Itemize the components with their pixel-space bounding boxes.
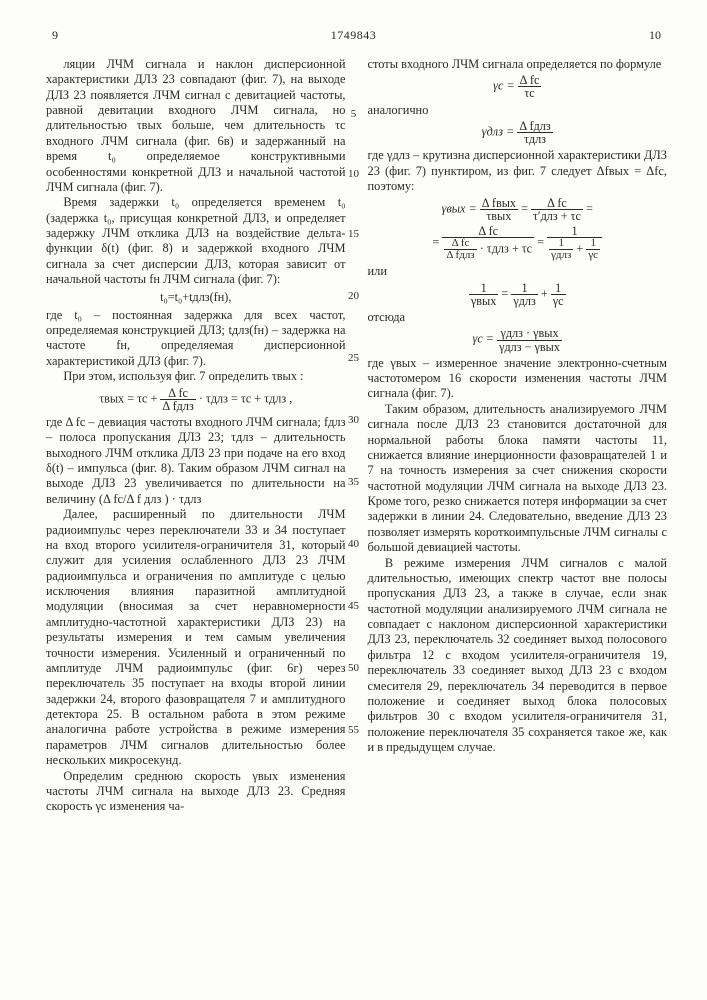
paragraph: ляции ЛЧМ сигнала и наклон дисперсионной…: [46, 57, 346, 195]
paragraph: При этом, используя фиг. 7 определить τв…: [46, 369, 346, 384]
numerator: Δ fс: [531, 197, 583, 210]
paragraph: где γдлз – крутизна дисперсионной характ…: [368, 148, 668, 194]
denominator: γдлз: [511, 295, 537, 307]
formula-tau-vyh: τвых = τс + Δ fс Δ fдлз · τдлз = τс + τд…: [46, 387, 346, 412]
formula-part: +: [576, 241, 583, 255]
formula-gamma-dlz: γдлз = Δ fдлз τдлз: [368, 120, 668, 145]
formula-part: · τдлз + τс: [480, 241, 532, 255]
paragraph: аналогично: [368, 103, 668, 118]
lineno: 5: [346, 108, 362, 122]
paragraph: стоты входного ЛЧМ сигнала определяется …: [368, 57, 668, 72]
fraction: Δ fдлз τдлз: [517, 120, 552, 145]
denominator: γс: [551, 295, 566, 307]
denominator: τдлз: [517, 133, 552, 145]
lineno: 15: [346, 228, 362, 242]
formula-part: =: [501, 286, 508, 300]
formula-part: γвых =: [442, 201, 477, 215]
lineno: 30: [346, 414, 362, 428]
paragraph: Время задержки t₀ определяется временем …: [46, 195, 346, 287]
fraction: Δ fс Δ fдлз: [444, 238, 476, 261]
denominator: Δ fдлз: [160, 400, 195, 412]
denominator: Δ fс Δ fдлз · τдлз + τс: [442, 238, 534, 261]
denominator: γс: [586, 250, 600, 261]
fraction: 1 γдлз: [511, 282, 537, 307]
formula-gamma-c: γс = Δ fс τс: [368, 74, 668, 99]
fraction: Δ fвых τвых: [480, 197, 518, 222]
lineno: 35: [346, 476, 362, 490]
paragraph: где γвых – измеренное значение электронн…: [368, 356, 668, 402]
formula-part: γдлз =: [482, 125, 514, 139]
left-column: ляции ЛЧМ сигнала и наклон дисперсионной…: [46, 57, 346, 815]
formula-part: γс =: [493, 79, 514, 93]
formula-reciprocal: 1 γвых = 1 γдлз + 1 γс: [368, 282, 668, 307]
denominator: γдлз − γвых: [497, 341, 562, 353]
document-number: 1749843: [58, 28, 649, 43]
paragraph: Таким образом, длительность анализируемо…: [368, 402, 668, 556]
paragraph: отсюда: [368, 310, 668, 325]
formula-gamma-vyh-line2: = Δ fс Δ fс Δ fдлз · τдлз + τс = 1: [368, 225, 668, 261]
fraction: Δ fс Δ fдлз: [160, 387, 195, 412]
fraction: 1 γдлз: [549, 238, 573, 261]
fraction: 1 1 γдлз + 1 γс: [547, 225, 602, 261]
lineno: 50: [346, 662, 362, 676]
denominator: τ′длз + τс: [531, 210, 583, 222]
lineno: 20: [346, 290, 362, 304]
formula-part: γс =: [473, 332, 494, 346]
fraction: 1 γс: [551, 282, 566, 307]
lineno: 40: [346, 538, 362, 552]
numerator: Δ fс: [160, 387, 195, 400]
paragraph: где t₀ – постоянная задержка для всех ча…: [46, 308, 346, 370]
denominator: 1 γдлз + 1 γс: [547, 238, 602, 261]
numerator: 1: [469, 282, 498, 295]
lineno: 45: [346, 600, 362, 614]
numerator: 1: [511, 282, 537, 295]
denominator: Δ fдлз: [444, 250, 476, 261]
page-number-right: 10: [649, 28, 661, 43]
formula-part: τвых = τс +: [99, 391, 157, 405]
lineno: 55: [346, 724, 362, 738]
numerator: Δ fвых: [480, 197, 518, 210]
fraction: Δ fс τс: [518, 74, 542, 99]
paragraph: Далее, расширенный по длительности ЛЧМ р…: [46, 507, 346, 768]
right-column: стоты входного ЛЧМ сигнала определяется …: [368, 57, 668, 815]
formula-part: +: [541, 286, 548, 300]
lineno: 10: [346, 168, 362, 182]
fraction: 1 γвых: [469, 282, 498, 307]
paragraph: где Δ fс – девиация частоты входного ЛЧМ…: [46, 415, 346, 507]
formula-part: · τдлз = τс + τдлз ,: [199, 391, 292, 405]
fraction: Δ fс Δ fс Δ fдлз · τдлз + τс: [442, 225, 534, 261]
formula-gamma-c-final: γс = γдлз · γвых γдлз − γвых: [368, 327, 668, 352]
denominator: τвых: [480, 210, 518, 222]
paragraph: или: [368, 264, 668, 279]
formula-t0: t₀=t₀+tдлз(fн),: [46, 290, 346, 305]
fraction: Δ fс τ′длз + τс: [531, 197, 583, 222]
denominator: γвых: [469, 295, 498, 307]
lineno: 25: [346, 352, 362, 366]
denominator: γдлз: [549, 250, 573, 261]
fraction: 1 γс: [586, 238, 600, 261]
numerator: 1: [551, 282, 566, 295]
fraction: γдлз · γвых γдлз − γвых: [497, 327, 562, 352]
formula-gamma-vyh-line1: γвых = Δ fвых τвых = Δ fс τ′длз + τс =: [368, 197, 668, 222]
paragraph: Определим среднюю скорость γвых изменени…: [46, 769, 346, 815]
denominator: τс: [518, 87, 542, 99]
paragraph: В режиме измерения ЛЧМ сигналов с малой …: [368, 556, 668, 756]
page-header: 9 1749843 10: [46, 28, 667, 43]
numerator: γдлз · γвых: [497, 327, 562, 340]
page: 9 1749843 10 5 10 15 20 25 30 35 40 45 5…: [0, 0, 707, 1000]
